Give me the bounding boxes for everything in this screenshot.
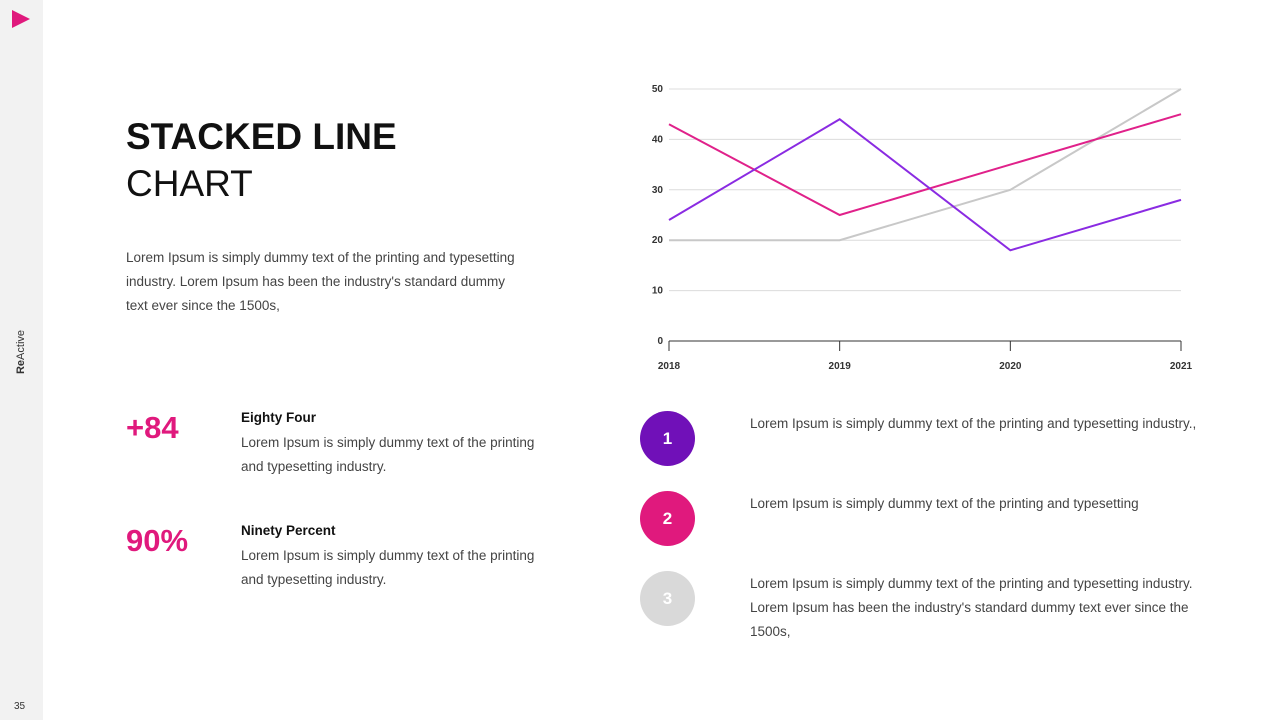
item-number-badge: 1 [640,411,695,466]
item-text: Lorem Ipsum is simply dummy text of the … [750,496,1139,511]
line-chart: 0 10 20 30 40 50 2018 2019 2020 2021 [652,84,1193,372]
stat-value: 90% [126,523,189,558]
y-tick-label: 0 [657,336,663,347]
series-line-2 [668,118,1182,252]
x-tick-label: 2020 [999,361,1022,372]
item-text: Lorem Ipsum is simply dummy text of the … [750,576,1193,639]
sidebar: ReActive 35 [0,0,43,720]
brand-logo: ReActive [15,329,27,375]
title-line2: CHART [126,163,253,204]
stat-heading: Ninety Percent [241,523,336,538]
page-number: 35 [14,701,26,712]
x-tick-label: 2021 [1170,361,1193,372]
stat-text: Lorem Ipsum is simply dummy text of the … [241,435,535,474]
series-line-1 [668,113,1182,217]
stat-heading: Eighty Four [241,410,316,425]
play-icon[interactable] [12,10,30,28]
item-text: Lorem Ipsum is simply dummy text of the … [750,416,1197,431]
item-number-badge: 2 [640,491,695,546]
description: Lorem Ipsum is simply dummy text of the … [126,250,515,313]
y-tick-label: 50 [652,84,664,95]
title-line1: STACKED LINE [126,116,397,157]
x-tick-label: 2019 [829,361,852,372]
y-tick-label: 40 [652,134,664,145]
stat-value: +84 [126,410,179,445]
y-tick-label: 30 [652,185,664,196]
y-tick-label: 10 [652,286,664,297]
y-tick-label: 20 [652,235,664,246]
item-number-badge: 3 [640,571,695,626]
stat-text: Lorem Ipsum is simply dummy text of the … [241,548,535,587]
x-tick-label: 2018 [658,361,681,372]
